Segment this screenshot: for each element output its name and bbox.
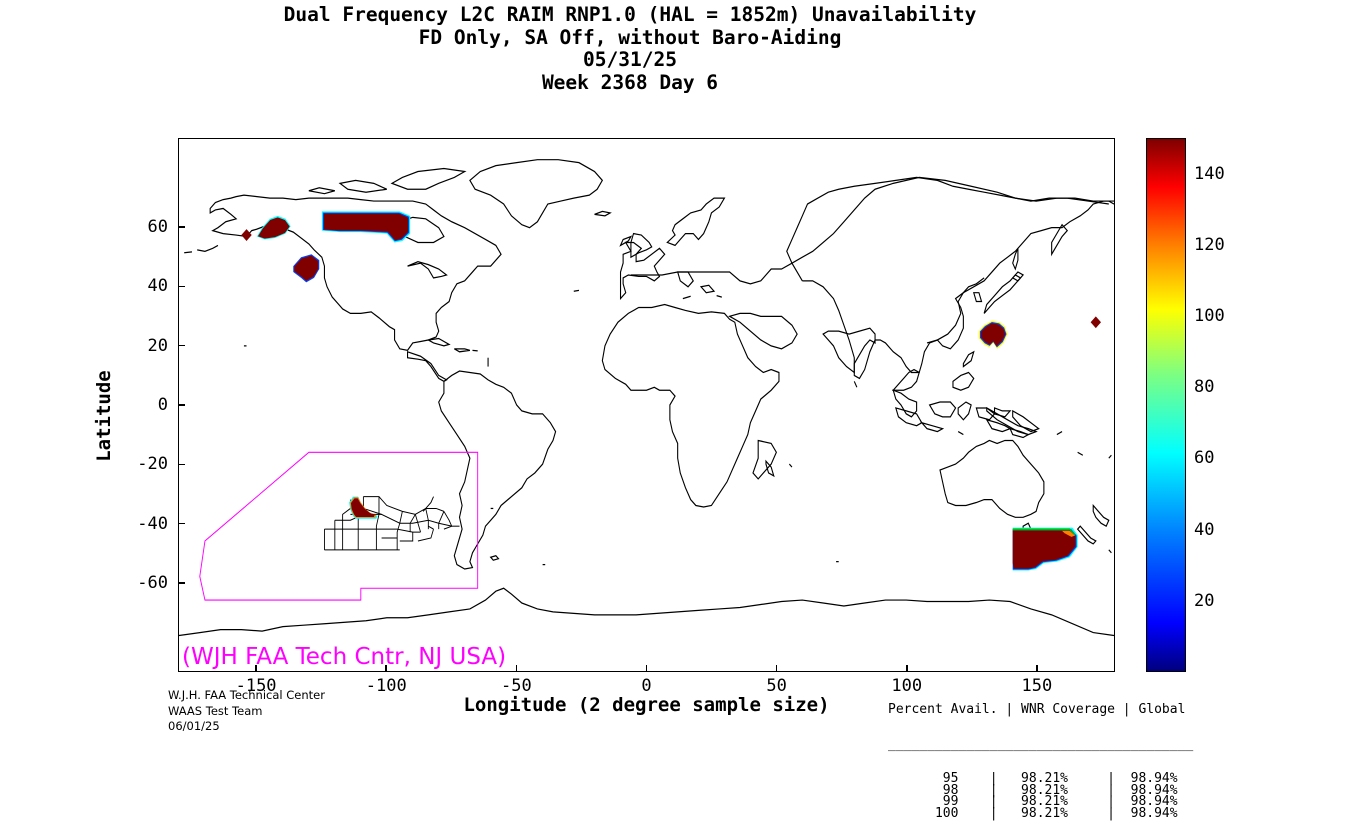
x-tick-mark [645,665,648,672]
y-tick-label: 0 [157,395,168,415]
x-tick-label: 150 [1021,676,1053,696]
y-tick-mark [178,463,185,466]
coastlines [179,159,1114,637]
x-tick-mark [1036,665,1038,672]
y-tick-label: 40 [147,276,168,297]
stats-rule: _______________________________________ [888,736,1194,752]
us-state-boundaries [324,496,460,551]
x-tick-mark [515,665,518,672]
x-tick-label: 50 [766,676,787,696]
colorbar-tick-label: 120 [1194,234,1225,255]
credit-line-3: 06/01/25 [168,719,220,733]
stats-row: 100 | 98.21% | 98.94% [888,805,1178,821]
colorbar-tick-label: 40 [1194,519,1215,540]
colorbar-tick-label: 60 [1194,448,1215,469]
stats-rows: 95 | 98.21% | 98.94% 98 | 98.21% | 98.94… [888,771,1193,821]
y-tick-mark [178,226,185,228]
y-tick-label: -60 [137,573,168,593]
x-tick-mark [255,665,257,672]
x-tick-label: -150 [235,676,277,696]
y-axis-label: Latitude [93,370,115,462]
stats-row: 95 | 98.21% | 98.94% [888,771,1178,786]
title-line-3: 05/31/25 [583,48,677,71]
y-tick-mark [178,344,185,347]
y-tick-mark [178,582,185,584]
x-tick-label: 0 [641,676,652,696]
service-volume-boundary [199,451,479,601]
credit-line-2: WAAS Test Team [168,703,263,718]
y-tick-mark [178,404,185,406]
watermark-text: (WJH FAA Tech Cntr, NJ USA) [182,644,507,670]
map-svg [179,159,1114,637]
colorbar-tick-label: 20 [1194,590,1215,611]
y-tick-label: 20 [147,335,168,356]
colorbar [1146,138,1186,672]
x-tick-mark [385,665,388,672]
stats-header: Percent Avail. | WNR Coverage | Global [888,702,1186,717]
coverage-stats-table: Percent Avail. | WNR Coverage | Global _… [888,681,1193,831]
stats-row: 98 | 98.21% | 98.94% [888,782,1178,798]
colorbar-tick-label: 80 [1194,377,1215,398]
colorbar-tick-label: 140 [1194,163,1225,184]
x-tick-label: 100 [891,676,923,696]
y-tick-mark [178,522,185,525]
y-tick-label: -20 [137,454,168,475]
colorbar-tick-label: 100 [1194,306,1225,326]
stats-row: 99 | 98.21% | 98.94% [888,794,1178,809]
credits-block: W.J.H. FAA Technical Center WAAS Test Te… [168,688,325,735]
x-axis-label: Longitude (2 degree sample size) [463,694,830,716]
title-line-2: FD Only, SA Off, without Baro-Aiding [418,25,842,49]
y-tick-mark [178,285,185,288]
x-tick-label: -100 [365,676,407,696]
world-map-plot [178,138,1115,672]
x-tick-mark [905,665,908,672]
credit-line-1: W.J.H. FAA Technical Center [168,688,325,702]
outage-regions [241,211,1102,571]
title-line-1: Dual Frequency L2C RAIM RNP1.0 (HAL = 18… [283,3,977,26]
title-line-4: Week 2368 Day 6 [541,70,719,94]
x-tick-mark [775,665,778,672]
y-tick-label: 60 [147,217,168,237]
chart-title-block: Dual Frequency L2C RAIM RNP1.0 (HAL = 18… [0,3,1260,94]
y-tick-label: -40 [137,513,168,534]
x-tick-label: -50 [501,676,532,696]
